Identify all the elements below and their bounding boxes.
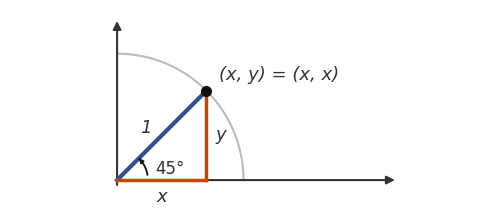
Text: 1: 1: [141, 119, 152, 137]
Text: (x, y) = (x, x): (x, y) = (x, x): [219, 66, 339, 84]
Text: 45°: 45°: [155, 160, 184, 178]
Text: x: x: [156, 188, 167, 206]
Text: y: y: [215, 126, 225, 144]
